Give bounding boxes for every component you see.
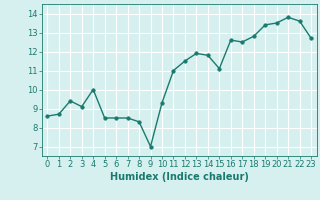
X-axis label: Humidex (Indice chaleur): Humidex (Indice chaleur) xyxy=(110,172,249,182)
